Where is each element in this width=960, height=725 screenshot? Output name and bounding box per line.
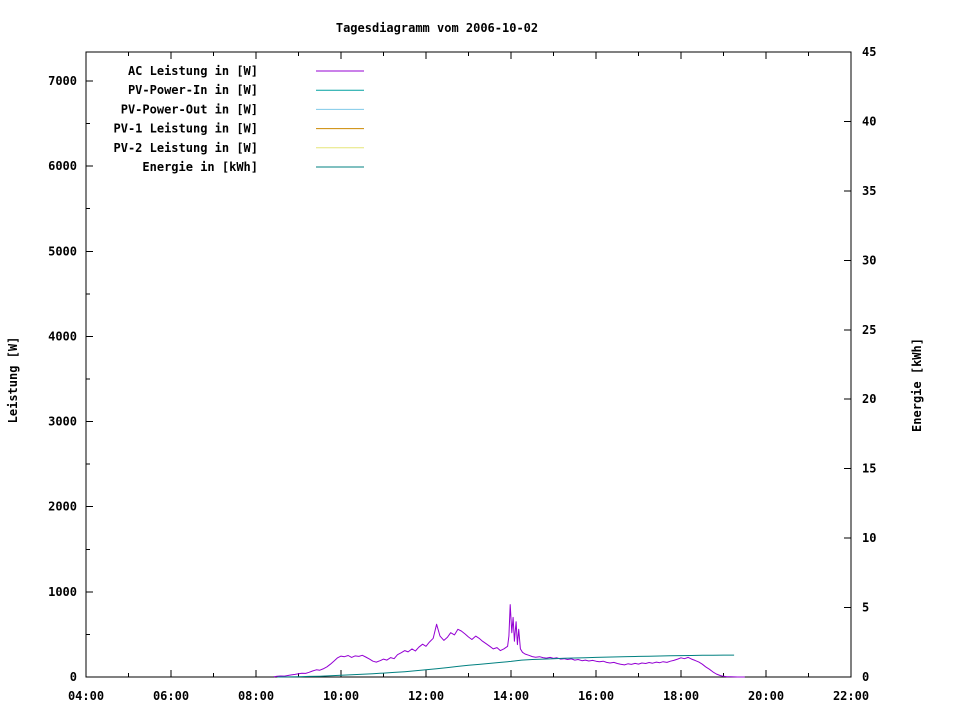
- legend-label: PV-Power-In in [W]: [128, 83, 258, 97]
- left-axis-label: Leistung [W]: [6, 337, 20, 424]
- y-right-tick-label: 25: [862, 323, 876, 337]
- legend-label: PV-2 Leistung in [W]: [114, 141, 259, 155]
- y-right-tick-label: 0: [862, 670, 869, 684]
- y-left-tick-label: 3000: [48, 415, 77, 429]
- y-right-tick-label: 20: [862, 392, 876, 406]
- series-line-energie-in-kwh: [277, 654, 735, 678]
- x-tick-label: 22:00: [833, 689, 869, 703]
- x-tick-label: 08:00: [238, 689, 274, 703]
- y-right-tick-label: 15: [862, 462, 876, 476]
- x-tick-label: 04:00: [68, 689, 104, 703]
- x-tick-label: 16:00: [578, 689, 614, 703]
- y-right-tick-label: 35: [862, 184, 876, 198]
- y-right-tick-label: 45: [862, 45, 876, 59]
- x-tick-label: 14:00: [493, 689, 529, 703]
- x-tick-label: 18:00: [663, 689, 699, 703]
- x-tick-label: 10:00: [323, 689, 359, 703]
- y-left-tick-label: 5000: [48, 244, 77, 258]
- x-tick-label: 12:00: [408, 689, 444, 703]
- y-left-tick-label: 2000: [48, 500, 77, 514]
- chart-title: Tagesdiagramm vom 2006-10-02: [336, 21, 538, 35]
- y-left-tick-label: 6000: [48, 159, 77, 173]
- y-right-tick-label: 30: [862, 253, 876, 267]
- right-axis-label: Energie [kWh]: [910, 338, 924, 432]
- x-tick-label: 06:00: [153, 689, 189, 703]
- y-right-tick-label: 10: [862, 531, 876, 545]
- legend-label: PV-1 Leistung in [W]: [114, 122, 259, 136]
- y-left-tick-label: 7000: [48, 74, 77, 88]
- y-right-tick-label: 5: [862, 601, 869, 615]
- y-left-tick-label: 0: [70, 670, 77, 684]
- legend: AC Leistung in [W] PV-Power-In in [W] PV-P…: [114, 64, 364, 174]
- legend-label: Energie in [kWh]: [142, 160, 258, 174]
- x-tick-label: 20:00: [748, 689, 784, 703]
- series-lines: [273, 604, 745, 678]
- y-left-tick-label: 1000: [48, 585, 77, 599]
- legend-label: PV-Power-Out in [W]: [121, 102, 258, 116]
- y-left-tick-label: 4000: [48, 329, 77, 343]
- plot-area: 04:00 06:00 08:00 10:00 12:00 14:00 16:00 18:00…: [48, 45, 876, 703]
- series-line-ac-leistung-in-w: [273, 604, 745, 678]
- legend-label: AC Leistung in [W]: [128, 64, 258, 78]
- y-right-tick-label: 40: [862, 114, 876, 128]
